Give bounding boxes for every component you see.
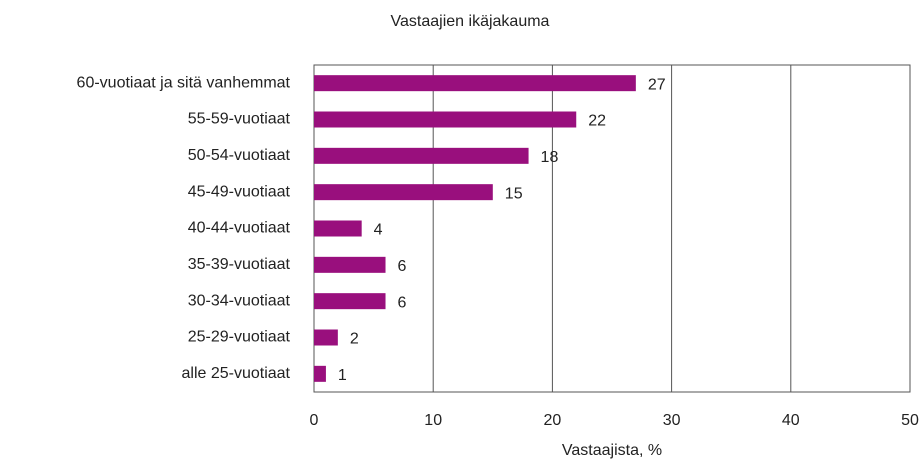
x-tick-label: 10 [424, 412, 442, 429]
bar [314, 147, 529, 164]
data-label: 1 [338, 367, 347, 384]
y-tick-label: 35-39-vuotiaat [188, 256, 291, 273]
data-label: 4 [374, 222, 383, 239]
y-tick-label: 25-29-vuotiaat [188, 329, 291, 346]
bar [314, 256, 386, 273]
bar [314, 75, 636, 92]
chart-title: Vastaajien ikäjakauma [391, 13, 550, 30]
y-tick-label: alle 25-vuotiaat [181, 365, 290, 382]
x-tick-label: 40 [782, 412, 800, 429]
data-label: 6 [398, 258, 407, 275]
data-label: 6 [398, 294, 407, 311]
y-tick-label: 60-vuotiaat ja sitä vanhemmat [77, 74, 291, 91]
x-axis-title: Vastaajista, % [562, 442, 662, 459]
y-tick-label: 30-34-vuotiaat [188, 292, 291, 309]
x-tick-label: 50 [901, 412, 919, 429]
x-tick-label: 20 [544, 412, 562, 429]
data-label: 18 [541, 149, 559, 166]
x-tick-label: 0 [310, 412, 319, 429]
bar [314, 184, 493, 201]
data-label: 2 [350, 331, 359, 348]
bar [314, 329, 338, 346]
y-tick-label: 45-49-vuotiaat [188, 183, 291, 200]
bar [314, 365, 326, 382]
data-label: 27 [648, 76, 666, 93]
bar [314, 111, 577, 128]
y-tick-label: 55-59-vuotiaat [188, 111, 291, 128]
bar [314, 293, 386, 310]
x-tick-label: 30 [663, 412, 681, 429]
data-label: 22 [588, 113, 606, 130]
y-tick-label: 40-44-vuotiaat [188, 220, 291, 237]
y-tick-label: 50-54-vuotiaat [188, 147, 291, 164]
bar [314, 220, 362, 237]
data-label: 15 [505, 185, 523, 202]
